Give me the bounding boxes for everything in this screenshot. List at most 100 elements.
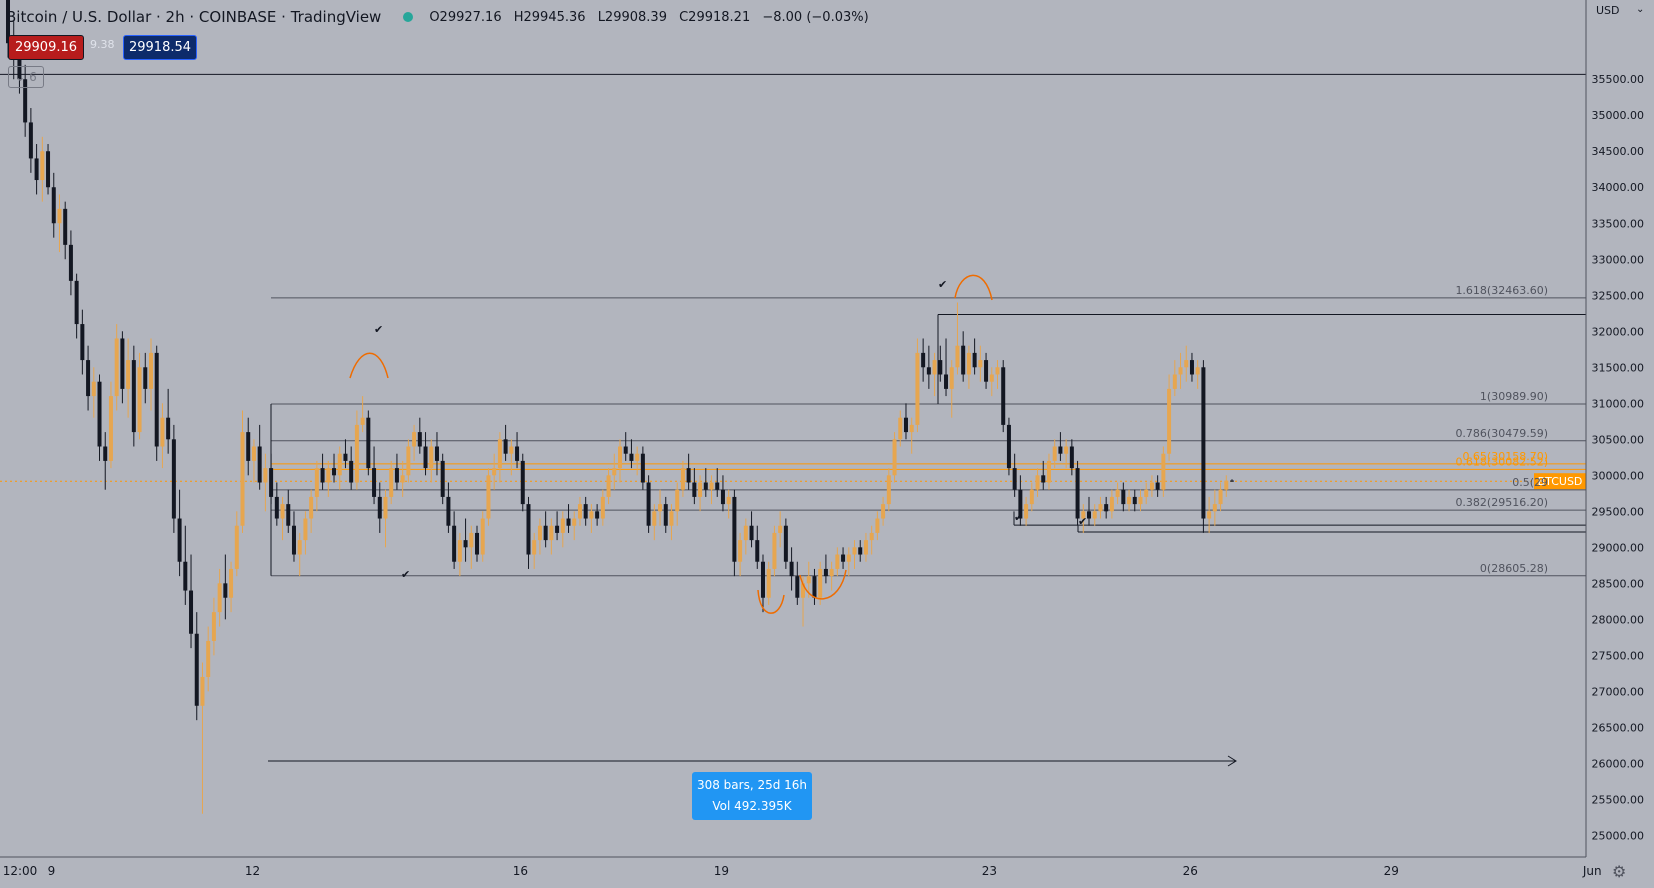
close-value: C29918.21 [679,9,751,25]
price-tick-label: 34500.00 [1592,145,1645,158]
checkmark-icon: ✔ [374,323,383,336]
candle-body [709,482,714,490]
candle-body [332,468,337,476]
indicators-toggle[interactable]: ⌄ 6 [8,66,44,88]
candle-body [1172,374,1177,389]
candle-body [972,352,977,368]
fib-level-label: 1(30989.90) [1480,390,1548,403]
candle-body [886,475,891,505]
candle-body [343,453,348,461]
candle-body [166,417,171,440]
checkmark-icon: ✔ [1014,511,1023,524]
candle-body [783,525,788,562]
price-tick-label: 27500.00 [1592,649,1645,662]
candle-body [148,352,153,389]
candle-body [698,482,703,497]
time-tick-label: Jun [1582,864,1602,878]
candle-body [57,208,62,224]
candle-body [1024,504,1029,519]
candle-body [1178,367,1183,375]
candle-body [738,540,743,562]
candle-body [354,424,359,483]
candle-body [326,468,331,483]
candle-body [743,525,748,541]
candle-body [194,633,199,706]
sell-button[interactable]: 29909.16 [8,35,84,60]
candle-body [543,525,548,541]
price-tick-label: 28000.00 [1592,613,1645,626]
candle-body [423,446,428,469]
candle-body [921,352,926,368]
candle-body [881,504,886,519]
candle-body [640,453,645,483]
checkmark-icon: ✔ [401,568,410,581]
gear-icon[interactable]: ⚙ [1612,862,1627,881]
candle-body [589,511,594,519]
candle-body [206,640,211,677]
candles [5,0,1235,814]
candle-body [297,540,302,555]
annotation-arrow [954,274,993,301]
fib-level-label: 0.786(30479.59) [1455,427,1548,440]
price-tick-label: 27000.00 [1592,685,1645,698]
candle-body [40,151,45,181]
candle-body [1035,475,1040,490]
candle-body [669,511,674,526]
fib-level-label: 1.618(32463.60) [1455,284,1548,297]
candle-body [171,439,176,519]
candle-body [646,482,651,526]
candle-body [103,446,108,461]
candle-body [1104,504,1109,512]
price-axis: 25000.00 25500.00 26000.00 26500.00 27000.00… [1585,0,1654,884]
chevron-down-icon[interactable]: ⌄ [1636,4,1645,15]
candle-body [612,468,617,476]
currency-selector[interactable]: USD [1596,4,1620,17]
symbol-tag: BTCUSD [1538,475,1583,488]
candle-body [909,424,914,433]
fib-level-label: 0.618(30082.52) [1455,455,1548,468]
candle-body [503,439,508,454]
candle-body [658,504,663,512]
candle-body [63,208,68,245]
checkmark-icon: ✔ [938,278,947,291]
candle-body [772,532,777,569]
candle-body [337,453,342,476]
candle-body [1155,482,1160,490]
candle-body [1058,446,1063,454]
candle-body [1144,489,1149,497]
time-tick-label: 12 [245,864,260,878]
candle-body [286,504,291,526]
candle-body [926,367,931,375]
candle-body [360,417,365,425]
candle-body [246,432,251,461]
candle-body [595,511,600,519]
candle-body [383,496,388,519]
candle-body [486,475,491,519]
fib-level-label: 0.382(29516.20) [1455,496,1548,509]
candle-body [417,432,422,447]
candle-body [812,576,817,598]
candle-body [440,460,445,497]
candle-body [291,525,296,555]
candle-body [1184,360,1189,368]
candle-body [1189,360,1194,375]
buy-button[interactable]: 29918.54 [123,35,197,60]
price-tick-label: 33000.00 [1592,253,1645,266]
candle-body [406,446,411,476]
symbol-title[interactable]: Bitcoin / U.S. Dollar · 2h · COINBASE · … [6,8,382,26]
candle-body [560,518,565,533]
price-tick-label: 35000.00 [1592,109,1645,122]
annotation-arrow [349,352,389,379]
price-tick-label: 32500.00 [1592,289,1645,302]
candle-body [984,360,989,382]
price-tick-label: 32000.00 [1592,325,1645,338]
candle-body [269,468,274,497]
candle-body [452,525,457,562]
candle-body [280,504,285,519]
candle-body [869,532,874,541]
spread-value: 9.38 [90,38,115,51]
candle-body [34,158,39,181]
candle-body [915,352,920,425]
